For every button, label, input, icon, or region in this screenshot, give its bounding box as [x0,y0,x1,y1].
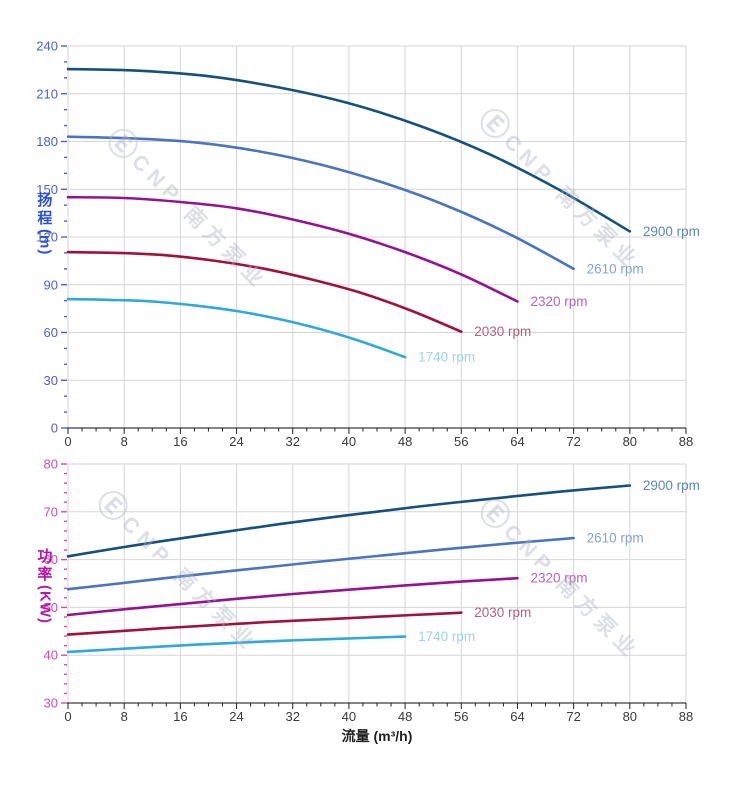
power-axis-unit: (KW) [36,585,54,625]
curve-label-2320-rpm: 2320 rpm [530,571,587,586]
y-tick-label: 30 [44,373,58,388]
x-tick-label: 40 [342,434,356,449]
x-tick-label: 0 [64,434,71,449]
curve-label-2030-rpm: 2030 rpm [474,605,531,620]
y-tick-label: 60 [44,325,58,340]
y-tick-label: 50 [44,600,58,615]
y-tick-label: 120 [36,230,58,245]
x-tick-label: 8 [121,434,128,449]
curve-2030-rpm [66,250,463,333]
x-tick-label: 48 [398,434,412,449]
x-tick-label: 24 [229,434,243,449]
curve-2900-rpm [66,484,632,558]
head-axis-unit: (m) [36,229,54,256]
x-tick-label: 8 [121,709,128,724]
curve-2320-rpm [66,576,519,617]
curve-label-1740-rpm: 1740 rpm [418,350,475,365]
flow-axis-title: 流量 (m³/h) [341,728,413,744]
y-tick-label: 80 [44,457,58,472]
x-tick-label: 80 [623,709,637,724]
y-tick-label: 240 [36,39,58,54]
y-tick-label: 0 [51,421,58,436]
x-tick-label: 16 [173,434,187,449]
y-tick-label: 210 [36,86,58,101]
curve-label-2900-rpm: 2900 rpm [643,478,700,493]
curve-label-2320-rpm: 2320 rpm [530,294,587,309]
y-tick-label: 40 [44,648,58,663]
x-tick-label: 40 [342,709,356,724]
x-tick-label: 32 [285,434,299,449]
curve-label-2610-rpm: 2610 rpm [587,531,644,546]
x-tick-label: 56 [454,434,468,449]
x-tick-label: 24 [229,709,243,724]
curve-2610-rpm [66,536,575,591]
curve-label-2610-rpm: 2610 rpm [587,261,644,276]
x-tick-label: 72 [566,434,580,449]
y-tick-label: 150 [36,182,58,197]
x-tick-label: 32 [285,709,299,724]
x-tick-label: 88 [679,434,693,449]
x-tick-label: 64 [510,709,524,724]
y-tick-label: 90 [44,277,58,292]
power-axis-title-text: 功率 [37,548,53,583]
curve-2900-rpm [66,67,632,233]
curve-1740-rpm [66,297,407,359]
y-tick-label: 70 [44,504,58,519]
x-tick-label: 72 [566,709,580,724]
x-tick-label: 80 [623,434,637,449]
x-tick-label: 48 [398,709,412,724]
x-tick-label: 64 [510,434,524,449]
x-tick-label: 16 [173,709,187,724]
x-tick-label: 0 [64,709,71,724]
curve-label-2030-rpm: 2030 rpm [474,324,531,339]
y-tick-label: 60 [44,552,58,567]
curve-2030-rpm [66,611,463,636]
curve-label-2900-rpm: 2900 rpm [643,224,700,239]
x-tick-label: 56 [454,709,468,724]
y-tick-label: 180 [36,134,58,149]
head-axis-title-text: 扬程 [37,192,53,227]
curve-label-1740-rpm: 1740 rpm [418,629,475,644]
x-tick-label: 88 [679,709,693,724]
curve-1740-rpm [66,635,407,654]
head-axis-title: 扬程 (m) [36,192,54,256]
power-axis-title: 功率 (KW) [36,548,54,624]
y-tick-label: 30 [44,696,58,711]
curve-2610-rpm [66,135,575,271]
curve-2320-rpm [66,195,519,303]
